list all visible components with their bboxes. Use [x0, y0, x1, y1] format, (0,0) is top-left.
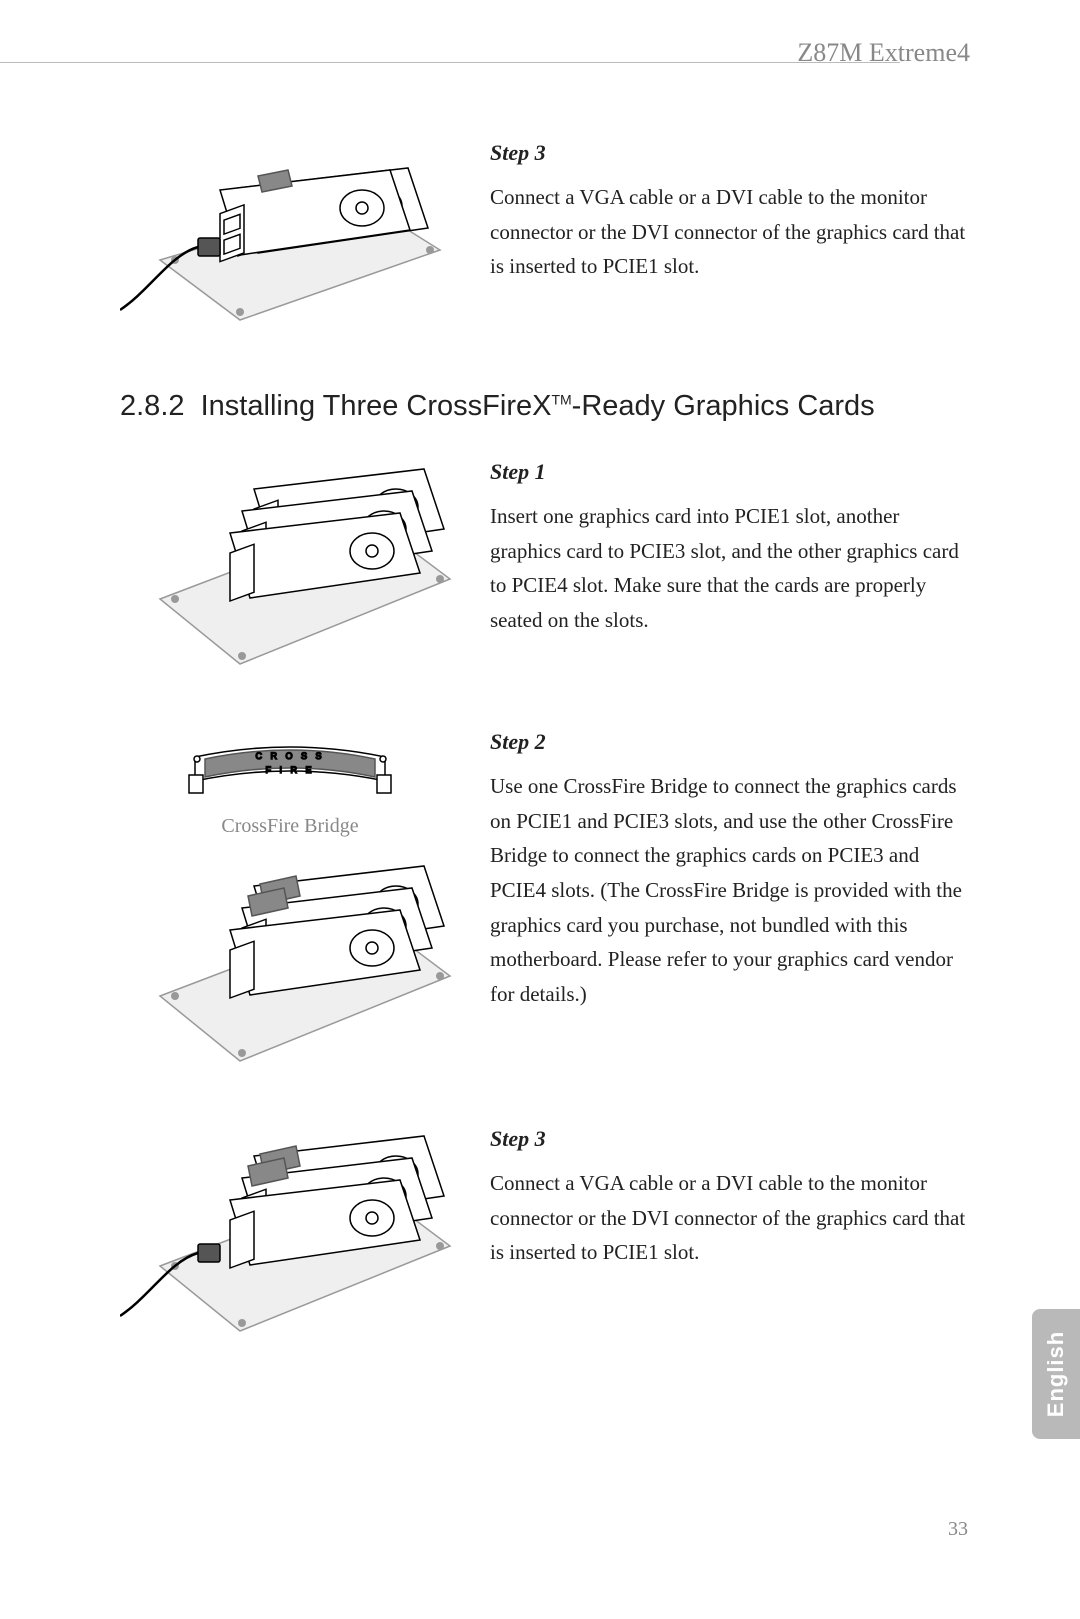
prev-step3-figure — [120, 140, 460, 350]
step2-figure: C R O S S F I R E CrossFire Bridge — [120, 729, 460, 1086]
language-label: English — [1043, 1331, 1069, 1417]
header-model: Z87M Extreme4 — [797, 38, 970, 68]
step3-figure — [120, 1126, 460, 1356]
crossfire-bridge-icon: C R O S S F I R E — [175, 729, 405, 809]
section-heading: 2.8.2 Installing Three CrossFireXTM-Read… — [120, 390, 970, 423]
step1-label: Step 1 — [490, 459, 970, 485]
header-rule — [0, 62, 900, 63]
three-card-illustration — [120, 459, 460, 689]
two-card-cable-illustration — [120, 140, 460, 350]
step1-body: Insert one graphics card into PCIE1 slot… — [490, 499, 970, 638]
step3-row: Step 3 Connect a VGA cable or a DVI cabl… — [120, 1126, 970, 1356]
step2-row: C R O S S F I R E CrossFire Bridge — [120, 729, 970, 1086]
prev-step3-body: Connect a VGA cable or a DVI cable to th… — [490, 180, 970, 284]
section-number: 2.8.2 — [120, 390, 185, 422]
prev-step3-text: Step 3 Connect a VGA cable or a DVI cabl… — [460, 140, 970, 284]
step1-figure — [120, 459, 460, 689]
prev-step3-label: Step 3 — [490, 140, 970, 166]
page-content: Step 3 Connect a VGA cable or a DVI cabl… — [120, 140, 970, 1396]
section-title-post: -Ready Graphics Cards — [572, 390, 875, 422]
section-title-pre: Installing Three CrossFireX — [201, 390, 552, 422]
language-tab: English — [1032, 1309, 1080, 1439]
step2-label: Step 2 — [490, 729, 970, 755]
step3-label: Step 3 — [490, 1126, 970, 1152]
prev-step3-row: Step 3 Connect a VGA cable or a DVI cabl… — [120, 140, 970, 350]
bridge-caption: CrossFire Bridge — [221, 815, 358, 838]
step1-text: Step 1 Insert one graphics card into PCI… — [460, 459, 970, 638]
step2-body: Use one CrossFire Bridge to connect the … — [490, 769, 970, 1011]
section-title-tm: TM — [551, 391, 571, 407]
step3-text: Step 3 Connect a VGA cable or a DVI cabl… — [460, 1126, 970, 1270]
three-card-bridged-illustration — [120, 856, 460, 1086]
three-card-cable-illustration — [120, 1126, 460, 1356]
step3-body: Connect a VGA cable or a DVI cable to th… — [490, 1166, 970, 1270]
step2-text: Step 2 Use one CrossFire Bridge to conne… — [460, 729, 970, 1011]
page-number: 33 — [948, 1518, 968, 1541]
step1-row: Step 1 Insert one graphics card into PCI… — [120, 459, 970, 689]
bridge-text-bot: F I R E — [265, 765, 314, 775]
bridge-text-top: C R O S S — [255, 751, 324, 761]
